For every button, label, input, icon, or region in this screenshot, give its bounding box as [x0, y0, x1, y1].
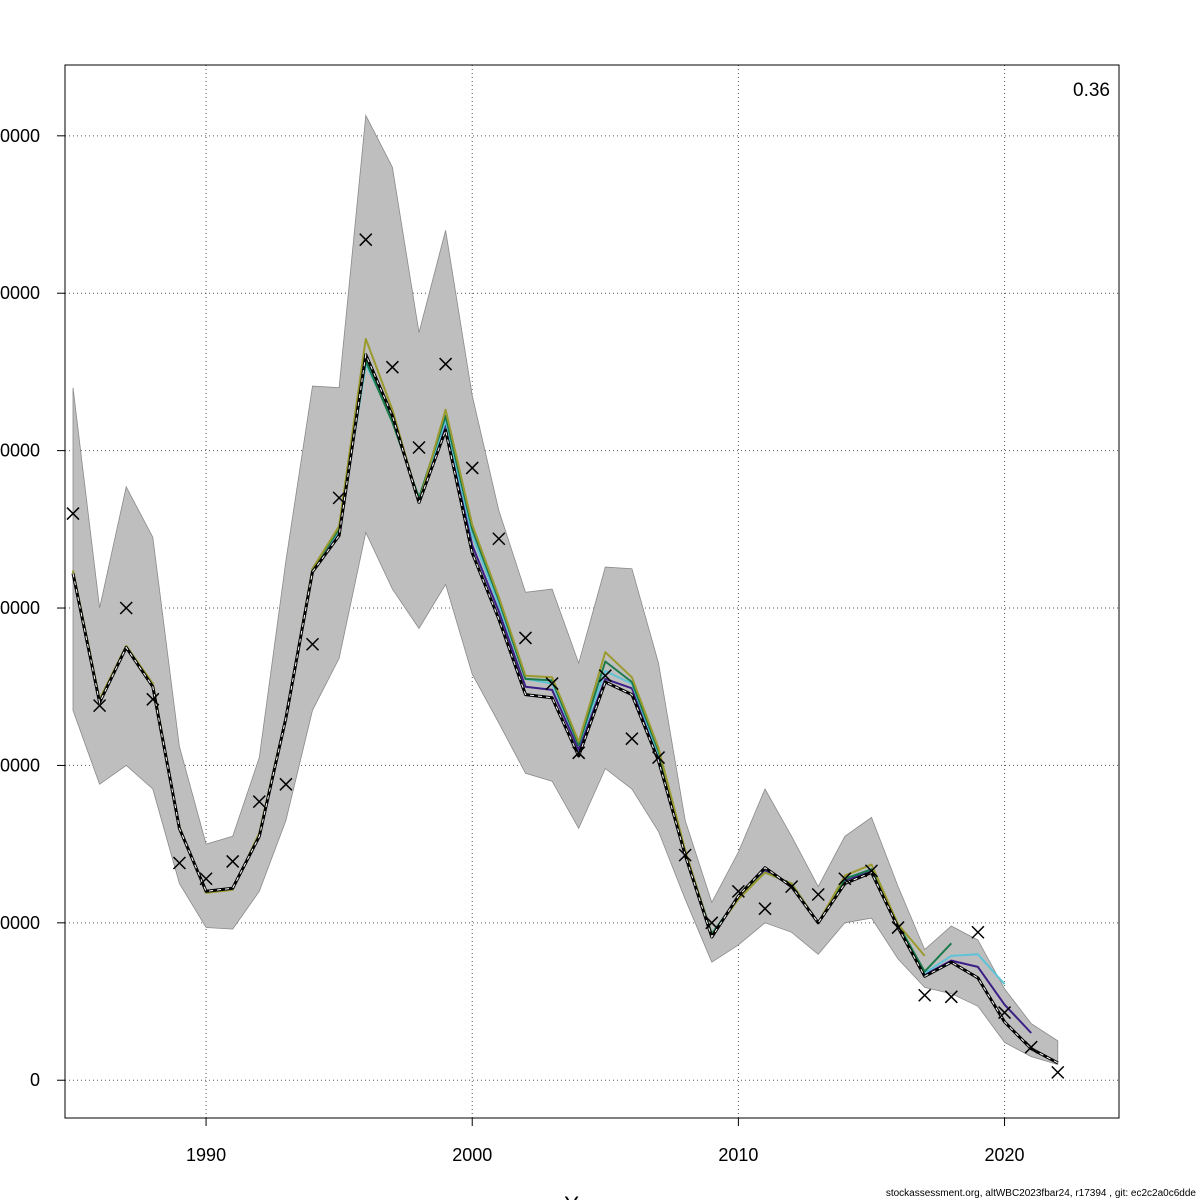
- observed-point: [758, 902, 772, 916]
- observed-point: [545, 677, 559, 691]
- confidence-band: [72, 114, 1059, 1066]
- y-tick-label: 0000: [0, 126, 40, 146]
- plot-frame: [64, 64, 1120, 1119]
- corner-label: 0.36: [1073, 80, 1110, 101]
- observed-point: [572, 746, 586, 760]
- y-tick-label: 0000: [0, 755, 40, 775]
- observed-point: [705, 916, 719, 930]
- observed-point: [1024, 1040, 1038, 1054]
- observed-point: [279, 777, 293, 791]
- observed-point: [678, 848, 692, 862]
- observed-point: [305, 637, 320, 651]
- footer-note: stockassessment.org, altWBC2023fbar24, r…: [886, 1188, 1197, 1199]
- observed-point: [838, 872, 852, 886]
- observed-point: [1051, 1065, 1065, 1079]
- observed-point: [864, 864, 879, 878]
- y-tick-label: 0000: [0, 441, 40, 461]
- observed-point: [199, 872, 213, 886]
- observed-point: [66, 507, 80, 521]
- y-tick-label: 0000: [0, 913, 40, 933]
- observed-point: [918, 988, 932, 1002]
- observed-point: [412, 440, 426, 455]
- observed-point: [625, 732, 639, 746]
- observed-point: [465, 461, 479, 475]
- y-tick-label: 0000: [0, 283, 40, 303]
- observed-point: [332, 491, 346, 505]
- x-axis-title: Years: [564, 1192, 619, 1200]
- observed-point: [998, 1006, 1012, 1020]
- x-tick-label: 2000: [452, 1145, 492, 1165]
- observed-point: [492, 532, 506, 546]
- x-tick-label: 1990: [186, 1145, 226, 1165]
- observed-point: [731, 884, 745, 898]
- observed-point: [146, 692, 160, 706]
- y-tick-label: 0000: [0, 598, 40, 618]
- observed-point: [226, 854, 240, 868]
- observed-point: [252, 795, 266, 809]
- observed-points-group: [66, 233, 1065, 1079]
- observed-point: [359, 233, 373, 247]
- observed-point: [172, 856, 186, 870]
- observed-point: [598, 669, 612, 683]
- x-tick-label: 2020: [985, 1145, 1025, 1165]
- observed-point: [518, 631, 532, 645]
- observed-point: [439, 357, 453, 371]
- series-line-main-dash: [72, 352, 1059, 1064]
- observed-point: [785, 880, 799, 894]
- observed-point: [119, 601, 133, 615]
- confidence-band-group: [72, 114, 1059, 1066]
- observed-point: [811, 887, 825, 902]
- y-tick-label: 0: [30, 1070, 40, 1090]
- observed-point: [944, 990, 958, 1004]
- axes-group: 1990 2000 2010 2020000000000000000000000000…: [0, 126, 1025, 1165]
- observed-point: [891, 921, 905, 935]
- observed-point: [385, 360, 399, 374]
- observed-point: [971, 925, 985, 939]
- x-tick-label: 2010: [718, 1145, 758, 1165]
- observed-point: [652, 751, 666, 765]
- observed-point: [93, 699, 107, 713]
